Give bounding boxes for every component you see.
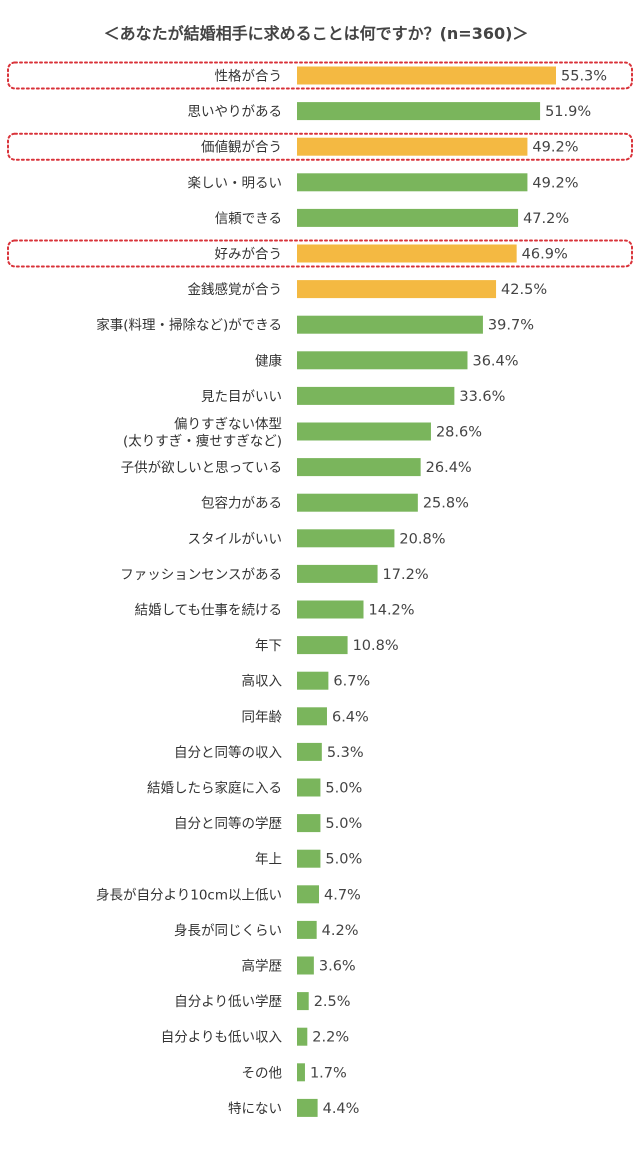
category-label: 結婚したら家庭に入る xyxy=(147,780,282,797)
bar xyxy=(297,814,321,833)
category-label: 見た目がいい xyxy=(201,389,282,405)
value-label: 6.4% xyxy=(332,709,369,725)
value-label: 55.3% xyxy=(561,69,607,85)
category-label: 好みが合う xyxy=(215,247,283,263)
value-labels: 55.3% 51.9% 49.2% 49.2% 47.2% 46.9% 42.5% 39.7%… xyxy=(310,69,607,1117)
value-label: 33.6% xyxy=(459,389,505,405)
category-label: 金銭感覚が合う xyxy=(188,281,283,298)
value-label: 49.2% xyxy=(532,140,578,156)
category-label: 年上 xyxy=(255,852,282,868)
value-label: 25.8% xyxy=(423,496,469,512)
category-label: 自分よりも低い収入 xyxy=(161,1030,283,1046)
value-label: 5.3% xyxy=(327,745,364,761)
bar xyxy=(297,102,541,121)
category-label: 自分と同等の収入 xyxy=(174,744,282,761)
bar xyxy=(297,956,314,975)
value-label: 14.2% xyxy=(369,603,415,619)
value-label: 42.5% xyxy=(501,282,547,298)
category-labels: 性格が合う思いやりがある価値観が合う楽しい・明るい信頼できる好みが合う金銭感覚が… xyxy=(96,69,282,1117)
category-label: 同年齢 xyxy=(242,709,283,725)
bar xyxy=(297,636,348,655)
value-label: 2.2% xyxy=(312,1030,349,1046)
category-label: 偏りすぎない体型(太りすぎ・痩せすぎなど) xyxy=(123,417,282,450)
bar xyxy=(297,564,378,583)
value-label: 2.5% xyxy=(314,994,351,1010)
value-label: 4.7% xyxy=(324,887,361,903)
category-label: 信頼できる xyxy=(215,211,282,227)
category-label: スタイルがいい xyxy=(188,531,283,547)
value-label: 5.0% xyxy=(325,781,362,797)
bar xyxy=(297,1063,305,1082)
highlight-outline xyxy=(7,239,633,268)
value-label: 10.8% xyxy=(353,638,399,654)
bar xyxy=(297,458,421,477)
bar xyxy=(297,778,321,797)
bars xyxy=(297,66,556,1117)
value-label: 46.9% xyxy=(522,247,568,263)
category-label: 高収入 xyxy=(242,673,283,690)
bar xyxy=(297,849,321,868)
bar xyxy=(297,315,483,334)
value-label: 47.2% xyxy=(523,211,569,227)
bar xyxy=(297,173,528,192)
value-label: 5.0% xyxy=(325,816,362,832)
category-label: 包容力がある xyxy=(201,495,282,512)
category-label: 価値観が合う xyxy=(201,139,282,156)
bar xyxy=(297,742,322,761)
bar xyxy=(297,280,497,299)
bar xyxy=(297,1027,308,1046)
highlight-outline xyxy=(7,132,633,161)
bar xyxy=(297,920,317,939)
category-label: 思いやりがある xyxy=(188,104,283,120)
bar xyxy=(297,137,528,156)
category-label: 身長が自分より10cm以上低い xyxy=(96,887,282,903)
bar xyxy=(297,1098,318,1117)
category-label: 高学歴 xyxy=(242,958,283,975)
bar xyxy=(297,208,519,227)
value-label: 6.7% xyxy=(333,674,370,690)
value-label: 4.4% xyxy=(323,1101,360,1117)
value-label: 3.6% xyxy=(319,959,356,975)
bar xyxy=(297,707,327,726)
highlight-outlines xyxy=(7,61,633,268)
category-label: ファッションセンスがある xyxy=(120,567,282,583)
value-label: 5.0% xyxy=(325,852,362,868)
category-label: 子供が欲しいと思っている xyxy=(121,460,282,476)
bar xyxy=(297,493,418,512)
bar xyxy=(297,66,556,85)
category-label: 特にない xyxy=(228,1101,282,1117)
category-label: 結婚しても仕事を続ける xyxy=(135,603,282,619)
bar xyxy=(297,244,517,263)
bar xyxy=(297,600,364,619)
bar xyxy=(297,386,455,405)
category-label: 自分より低い学歴 xyxy=(174,994,282,1010)
bar xyxy=(297,671,329,690)
bar xyxy=(297,422,431,441)
value-label: 4.2% xyxy=(322,923,359,939)
value-label: 17.2% xyxy=(383,567,429,583)
bar xyxy=(297,529,395,548)
value-label: 36.4% xyxy=(472,353,518,369)
chart-title: ＜あなたが結婚相手に求めることは何ですか？(n=360)＞ xyxy=(104,24,529,43)
category-label: 家事(料理・掃除など)ができる xyxy=(96,317,282,334)
category-label: 楽しい・明るい xyxy=(188,175,283,191)
highlight-outline xyxy=(7,61,633,90)
category-label: 年下 xyxy=(255,638,282,654)
bar xyxy=(297,351,468,370)
value-label: 51.9% xyxy=(545,104,591,120)
value-label: 26.4% xyxy=(426,460,472,476)
category-label: 身長が同じくらい xyxy=(174,923,282,939)
value-label: 39.7% xyxy=(488,318,534,334)
category-label: 性格が合う xyxy=(215,69,283,85)
value-label: 49.2% xyxy=(532,175,578,191)
category-label: 健康 xyxy=(255,352,282,369)
value-label: 28.6% xyxy=(436,425,482,441)
category-label: その他 xyxy=(242,1065,283,1081)
bar xyxy=(297,885,320,904)
category-label: 自分と同等の学歴 xyxy=(174,815,282,832)
bar xyxy=(297,992,309,1011)
value-label: 1.7% xyxy=(310,1065,347,1081)
value-label: 20.8% xyxy=(399,531,445,547)
